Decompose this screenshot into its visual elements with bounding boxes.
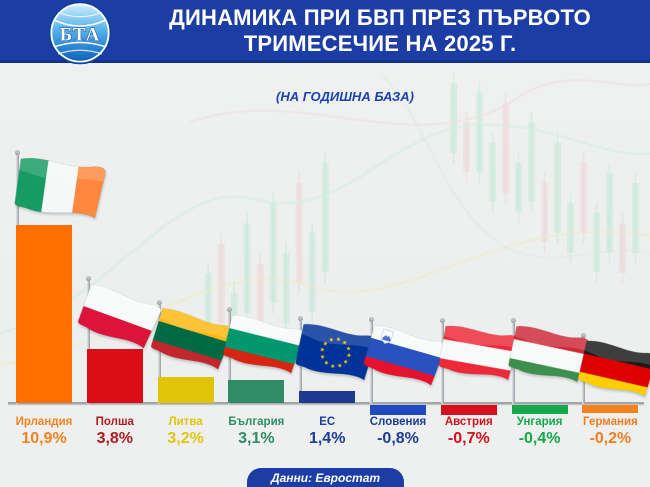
slovenia-flag-icon [362, 323, 447, 388]
svg-text:★: ★ [328, 336, 335, 344]
flag-pole-finial [369, 317, 374, 322]
ireland-flag-icon [13, 155, 107, 221]
bar-group-austria: Австрия -0,7% [437, 0, 520, 487]
country-label-lithuania: Литва [168, 416, 203, 428]
poland-flag-icon [76, 282, 163, 351]
x-axis-line [8, 402, 644, 404]
bar-group-ireland: Ирландия 10,9% [13, 0, 107, 487]
country-label-hungary: Унгария [516, 416, 563, 428]
flag-pole-finial [439, 318, 445, 323]
svg-text:★: ★ [346, 352, 353, 360]
svg-text:★: ★ [323, 359, 330, 367]
source-badge: Данни: Евростат [247, 468, 404, 487]
bar-slovenia [370, 405, 426, 415]
flag-pole-finial [510, 318, 516, 323]
flag-pole-finial [85, 276, 91, 281]
country-label-poland: Полша [95, 416, 134, 428]
value-label-bulgaria: 3,1% [238, 430, 275, 447]
svg-text:★: ★ [319, 353, 326, 361]
value-label-eu: 1,4% [308, 430, 346, 447]
bar-eu [299, 391, 356, 403]
bar-group-germany: Германия -0,2% [577, 0, 650, 487]
title-line-1: ДИНАМИКА ПРИ БВП ПРЕЗ ПЪРВОТО [169, 5, 591, 30]
bar-group-bulgaria: България 3,1% [222, 0, 306, 487]
page-title: ДИНАМИКА ПРИ БВП ПРЕЗ ПЪРВОТО ТРИМЕСЕЧИЕ… [122, 5, 638, 57]
value-label-germany: -0,2% [589, 430, 632, 447]
flag-pole-finial [298, 316, 304, 321]
flag-pole-finial [156, 300, 162, 305]
flag-pole [228, 312, 232, 404]
bar-germany [582, 405, 639, 413]
country-label-bulgaria: България [228, 416, 285, 428]
country-label-eu: ЕС [319, 416, 336, 428]
value-label-ireland: 10,9% [21, 430, 67, 447]
svg-text:★: ★ [335, 336, 342, 344]
bar-austria [440, 405, 497, 415]
source-label: Данни: Евростат [270, 471, 381, 485]
flag-pole [86, 281, 90, 404]
bta-logo: БТА [48, 1, 112, 65]
value-label-hungary: -0,4% [518, 430, 561, 447]
bar-lithuania [157, 377, 214, 403]
value-label-slovenia: -0,8% [377, 430, 419, 447]
bar-group-eu: ★ ★ ★ ★ ★ ★ ★ ★ ★ ★ ★ ★ ЕС 1,4% [294, 0, 378, 487]
svg-text:★: ★ [343, 358, 350, 366]
value-label-lithuania: 3,2% [167, 430, 204, 447]
flag-pole-finial [581, 333, 587, 338]
eu-flag-icon: ★★★★★★★★★ ★ ★★ [294, 321, 378, 383]
value-label-poland: 3,8% [96, 430, 134, 447]
svg-text:★: ★ [342, 339, 349, 347]
country-label-slovenia: Словения [369, 416, 427, 428]
svg-text:★: ★ [319, 346, 326, 354]
flag-pole-finial [227, 307, 233, 312]
value-label-austria: -0,7% [447, 430, 490, 447]
bar-hungary [511, 405, 568, 414]
bar-group-slovenia: Словения -0,8% [362, 0, 447, 487]
bar-poland [86, 349, 143, 403]
bar-group-hungary: Унгария -0,4% [507, 0, 590, 487]
svg-text:★: ★ [345, 345, 352, 353]
bar-group-lithuania: Литва 3,2% [149, 0, 235, 487]
country-label-austria: Австрия [444, 416, 493, 428]
flag-pole [157, 305, 161, 404]
bar-bulgaria [228, 380, 285, 403]
bta-logo-text: БТА [60, 25, 101, 46]
country-label-ireland: Ирландия [15, 416, 73, 428]
germany-flag-icon [577, 338, 650, 399]
hungary-flag-icon [507, 323, 590, 385]
lithuania-flag-icon [149, 306, 235, 372]
flag-pole-finial [15, 150, 20, 155]
bar-group-poland: Полша 3,8% [76, 0, 163, 487]
svg-text:★: ★ [330, 362, 337, 370]
header: БТА ДИНАМИКА ПРИ БВП ПРЕЗ ПЪРВОТО ТРИМЕС… [0, 0, 650, 65]
svg-text:★: ★ [337, 362, 344, 370]
austria-flag-icon [437, 323, 520, 382]
bulgaria-flag-icon [222, 312, 306, 376]
bar-ireland [16, 225, 72, 403]
chart-subtitle: (НА ГОДИШНА БАЗА) [276, 89, 414, 104]
country-label-germany: Германия [583, 416, 638, 428]
svg-text:★: ★ [322, 340, 329, 348]
title-line-2: ТРИМЕСЕЧИЕ НА 2025 Г. [243, 31, 517, 56]
